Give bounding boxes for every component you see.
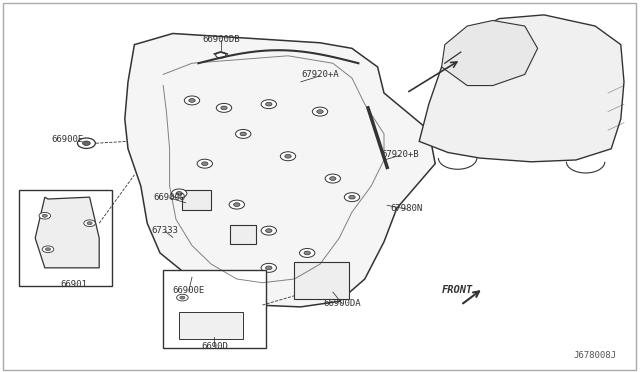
Text: 66900D: 66900D (154, 193, 186, 202)
Circle shape (186, 317, 198, 323)
Circle shape (266, 102, 272, 106)
Circle shape (77, 138, 95, 148)
Circle shape (229, 200, 244, 209)
Text: 66900DB: 66900DB (202, 35, 239, 44)
Text: 66900E: 66900E (51, 135, 83, 144)
Circle shape (317, 110, 323, 113)
Circle shape (266, 229, 272, 232)
Bar (294, 262, 349, 299)
Text: 66900E: 66900E (173, 286, 205, 295)
Circle shape (325, 174, 340, 183)
Circle shape (189, 318, 195, 321)
Circle shape (261, 226, 276, 235)
Bar (230, 225, 256, 244)
Text: 67980N: 67980N (390, 204, 422, 213)
Polygon shape (35, 197, 99, 268)
Circle shape (330, 177, 336, 180)
Text: 67333: 67333 (152, 226, 179, 235)
Circle shape (312, 107, 328, 116)
Circle shape (42, 246, 54, 253)
Circle shape (84, 220, 95, 227)
Text: 6690D: 6690D (201, 342, 228, 351)
Circle shape (236, 129, 251, 138)
Circle shape (285, 154, 291, 158)
Text: 66900DA: 66900DA (324, 299, 361, 308)
Polygon shape (125, 33, 435, 307)
Circle shape (83, 141, 90, 145)
Circle shape (216, 103, 232, 112)
Circle shape (344, 193, 360, 202)
Circle shape (42, 214, 47, 217)
Circle shape (261, 263, 276, 272)
Circle shape (177, 294, 188, 301)
Bar (182, 190, 211, 210)
Circle shape (172, 189, 187, 198)
Bar (19, 190, 112, 286)
Text: FRONT: FRONT (442, 285, 473, 295)
Circle shape (261, 100, 276, 109)
Circle shape (234, 203, 240, 206)
Text: 67920+B: 67920+B (381, 150, 419, 159)
Circle shape (240, 132, 246, 136)
Circle shape (180, 296, 185, 299)
Circle shape (184, 96, 200, 105)
Circle shape (216, 52, 226, 58)
Circle shape (197, 159, 212, 168)
Circle shape (189, 99, 195, 102)
Text: J678008J: J678008J (573, 351, 617, 360)
Circle shape (45, 248, 51, 251)
Bar (163, 270, 266, 348)
Text: 66901: 66901 (60, 280, 87, 289)
Circle shape (87, 222, 92, 225)
Circle shape (304, 251, 310, 255)
Circle shape (176, 192, 182, 195)
Polygon shape (442, 20, 538, 86)
Circle shape (349, 195, 355, 199)
Circle shape (266, 266, 272, 270)
Circle shape (202, 162, 208, 166)
Circle shape (221, 106, 227, 110)
Circle shape (300, 248, 315, 257)
Polygon shape (419, 15, 624, 162)
Text: 67920+A: 67920+A (301, 70, 339, 79)
Circle shape (39, 212, 51, 219)
Bar (179, 312, 243, 339)
Circle shape (280, 152, 296, 161)
